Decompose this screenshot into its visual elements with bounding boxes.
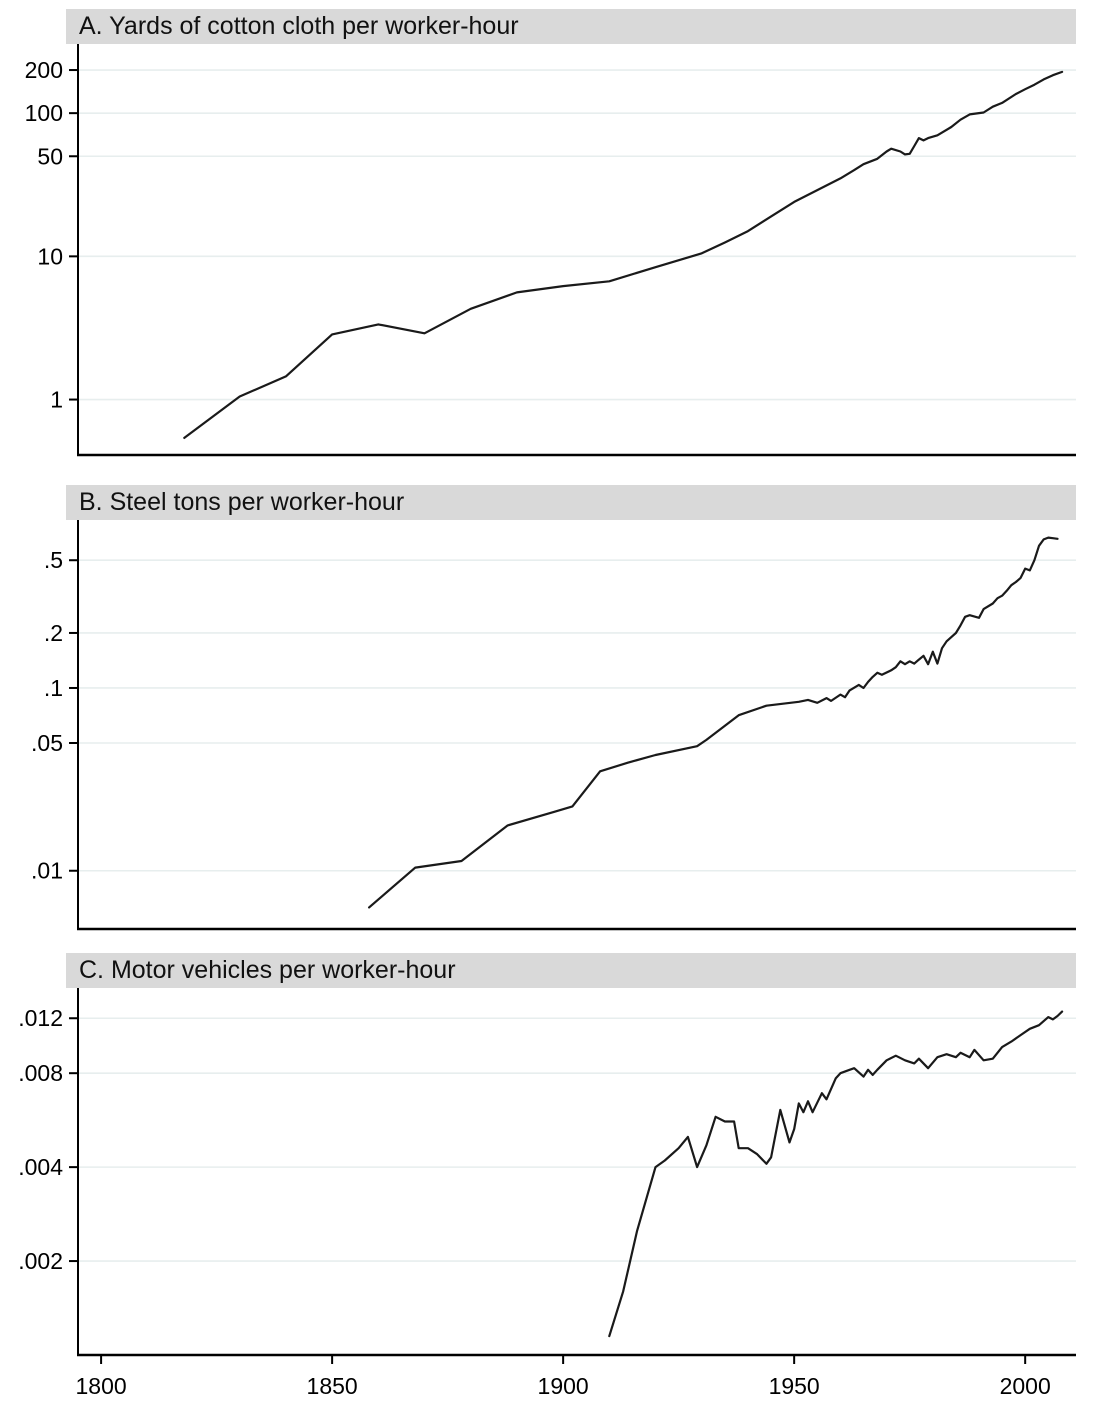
panel-b-y-tick-label: .05: [31, 730, 63, 756]
panel-c-y-tick-label: .002: [18, 1248, 63, 1274]
panel-b-y-tick-label: .5: [44, 547, 63, 573]
series-line-steel-tons-per-worker-hour: [368, 536, 1059, 909]
x-axis-tick-label: 1950: [769, 1373, 820, 1399]
panel-b-header: B. Steel tons per worker-hour: [66, 485, 1076, 520]
x-axis-tick-label: 1850: [307, 1373, 358, 1399]
panel-a-y-tick-label: 10: [37, 243, 63, 269]
panel-c-y-tick-label: .004: [18, 1154, 63, 1180]
panel-a-header: A. Yards of cotton cloth per worker-hour: [66, 9, 1076, 44]
x-axis-tick-label: 2000: [1000, 1373, 1051, 1399]
panel-b-y-tick-label: .2: [44, 620, 63, 646]
x-axis-tick-label: 1900: [538, 1373, 589, 1399]
x-axis-tick-label: 1800: [76, 1373, 127, 1399]
series-line-motor-vehicles-per-worker-hour: [608, 1010, 1064, 1338]
panel-c-y-tick-label: .012: [18, 1005, 63, 1031]
panel-b-y-tick-label: .01: [31, 858, 63, 884]
panel-c-header: C. Motor vehicles per worker-hour: [66, 953, 1076, 988]
panel-c-y-tick-label: .008: [18, 1060, 63, 1086]
panel-b-y-tick-label: .1: [44, 675, 63, 701]
panel-a-y-tick-label: 50: [37, 143, 63, 169]
panel-a-y-tick-label: 200: [25, 57, 63, 83]
series-line-yards-of-cotton-cloth-per-worker-hour: [183, 70, 1064, 439]
panel-a-y-tick-label: 100: [25, 100, 63, 126]
panel-a-y-tick-label: 1: [50, 387, 63, 413]
